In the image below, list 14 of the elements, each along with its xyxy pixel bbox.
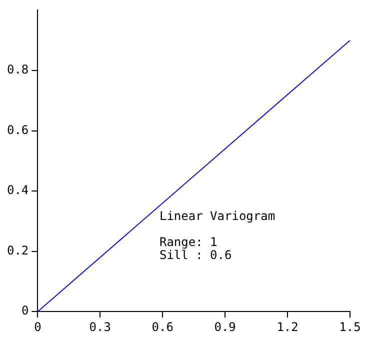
x-tick-label: 0.3	[89, 320, 111, 334]
annotation: Range: 1	[159, 234, 218, 249]
annotation: Sill : 0.6	[159, 248, 232, 262]
y-tick-label: 0.4	[6, 183, 29, 198]
x-tick-label: 0	[34, 320, 42, 334]
annotation: Linear Variogram	[159, 208, 276, 223]
y-tick-label: 0.2	[6, 243, 29, 258]
y-tick-label: 0	[21, 304, 29, 318]
x-tick-label: 0.9	[214, 320, 236, 334]
x-tick-label: 1.2	[276, 320, 298, 334]
x-tick-label: 0.6	[152, 320, 174, 334]
x-tick-label: 1.5	[339, 320, 361, 334]
y-tick-label: 0.8	[6, 62, 29, 77]
y-tick-label: 0.6	[6, 122, 29, 137]
